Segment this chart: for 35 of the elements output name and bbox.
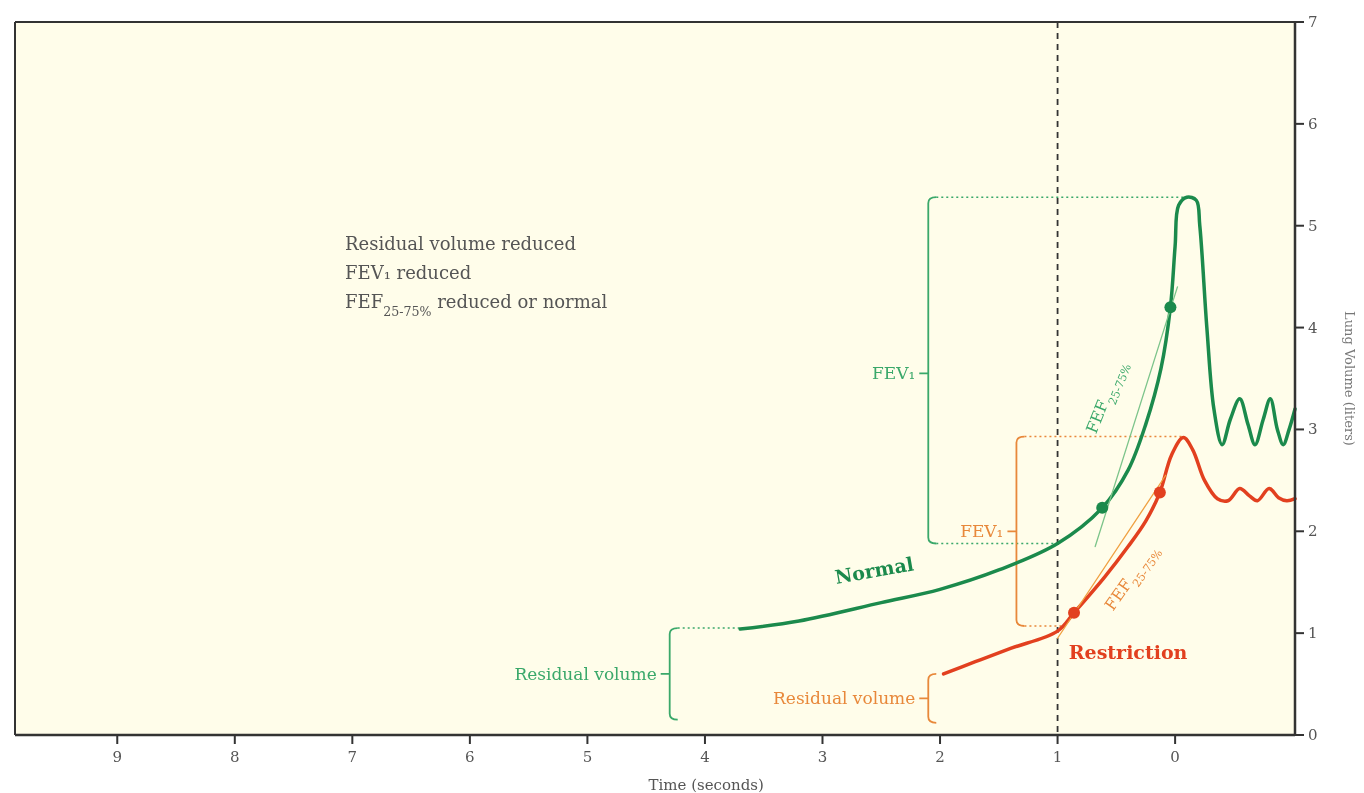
- x-tick-label: 6: [465, 748, 475, 766]
- y-tick-label: 3: [1308, 420, 1318, 439]
- y-tick-label: 2: [1308, 522, 1318, 541]
- annotation: Residual volume reduced: [345, 233, 576, 254]
- y-tick-label: 5: [1308, 216, 1318, 235]
- x-tick-label: 2: [935, 748, 945, 766]
- series-label: Restriction: [1068, 640, 1188, 663]
- text: Normal: [833, 552, 916, 588]
- line-series: [941, 435, 1297, 676]
- point: [1068, 606, 1081, 619]
- x-tick-label: 0: [1170, 748, 1180, 766]
- x-tick-label: 5: [582, 748, 593, 766]
- annotation: FEV₁: [871, 363, 916, 384]
- line-series: [738, 195, 1297, 631]
- annotation: Residual volume: [773, 688, 916, 709]
- annotation: FEV₁ reduced: [345, 262, 472, 283]
- x-tick-label: 4: [700, 748, 710, 766]
- x-tick-label: 9: [112, 748, 123, 766]
- y-tick-label: 0: [1308, 726, 1318, 744]
- x-tick-label: 7: [347, 748, 358, 766]
- y-tick-label: 6: [1308, 114, 1318, 133]
- x-axis-title: Time (seconds): [648, 776, 764, 793]
- x-tick-label: 1: [1052, 748, 1063, 766]
- y-tick-label: 1: [1308, 624, 1318, 643]
- point: [1164, 301, 1177, 314]
- y-tick-label: 7: [1308, 13, 1318, 31]
- annotation: FEV₁: [960, 521, 1004, 542]
- x-tick-label: 3: [817, 748, 828, 766]
- point: [1153, 486, 1166, 499]
- y-tick-label: 4: [1308, 318, 1318, 337]
- annotation: FEF$_{25-75%}$ reduced or normal: [345, 291, 608, 319]
- x-tick-label: 8: [230, 748, 240, 766]
- y-axis-title: Lung Volume (liters): [1342, 311, 1357, 446]
- point: [1096, 501, 1109, 514]
- annotation: Residual volume: [514, 663, 657, 684]
